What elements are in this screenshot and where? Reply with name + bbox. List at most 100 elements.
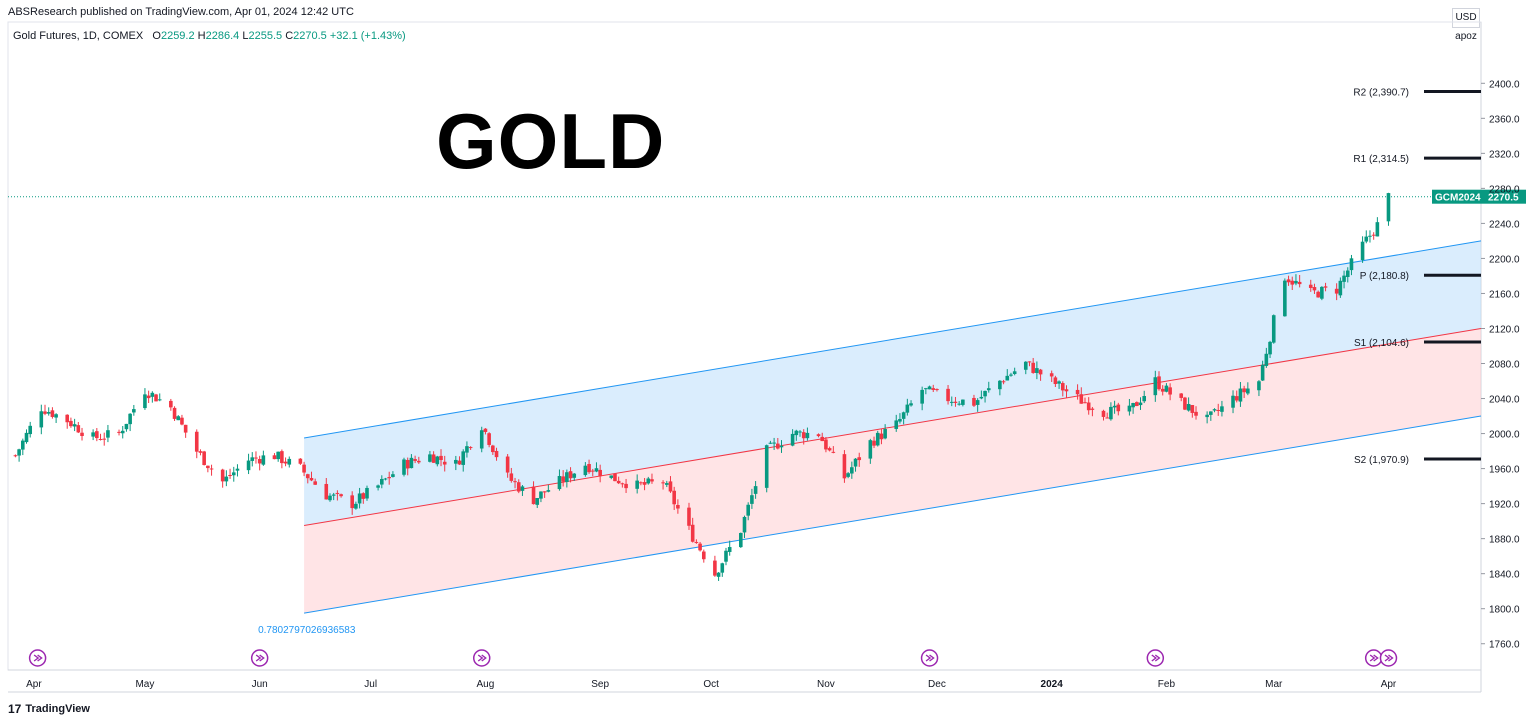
candle-body [779,445,784,448]
candle-body [505,456,510,473]
candle-body [764,445,769,488]
candle-body [587,464,591,473]
candle-body [642,482,647,485]
candle-body [565,472,569,482]
candle-body [46,412,51,414]
candle-body [935,389,939,391]
candle-body [246,460,251,471]
candle-body [694,541,699,543]
candle-body [1035,368,1039,373]
candle-body [639,482,643,484]
candle-body [1112,405,1117,408]
candle-body [442,461,447,465]
candle-body [1371,234,1376,236]
candle-body [428,454,432,462]
candle-body [753,486,758,494]
event-marker-arrows [255,654,265,662]
candle-body [468,447,473,449]
candle-body [931,388,936,390]
candle-body [1220,406,1224,412]
candle-body [957,403,961,405]
candle-body [65,414,70,423]
candle-body [202,451,206,466]
candle-body [28,425,33,435]
symbol-name: Gold Futures, 1D, COMEX [13,30,144,42]
candle-body [1205,414,1209,418]
pivot-label-r2: R2 (2,390.7) [1353,87,1409,98]
candle-body [328,495,332,501]
candle-body [250,457,255,461]
candle-body [1264,353,1269,366]
candle-body [650,479,654,482]
currency-label[interactable]: USD [1452,8,1480,28]
pivot-label-s1: S1 (2,104.6) [1354,338,1409,349]
y-tick-label: 1880.0 [1489,535,1520,546]
candle-body [1142,396,1147,402]
open-label: O [152,30,161,42]
candles-group [13,192,1391,581]
candle-body [132,409,136,413]
candle-body [776,443,780,449]
candle-body [1135,402,1139,407]
candle-body [24,432,29,443]
candle-body [831,451,836,453]
event-marker-icon[interactable] [1146,649,1165,667]
event-marker-icon[interactable] [1364,649,1383,667]
candle-body [43,411,47,414]
candle-body [339,494,343,497]
candle-body [539,491,543,499]
candle-body [986,388,991,391]
y-tick-label: 2200.0 [1489,254,1520,265]
candle-body [1157,376,1161,390]
candle-body [946,388,950,402]
candle-body [417,460,421,463]
candle-body [1342,275,1346,282]
candle-body [1345,270,1350,278]
candle-body [413,459,417,461]
candle-body [1131,403,1135,408]
candle-body [1031,362,1035,373]
candle-body [998,380,1002,390]
event-marker-icon[interactable] [920,649,939,667]
x-tick-label: Aug [477,679,495,690]
candle-body [335,492,340,494]
currency-selector[interactable]: USD apoz [1452,8,1480,46]
candle-body [613,473,617,482]
event-marker-icon[interactable] [472,649,491,667]
candle-body [1338,280,1343,296]
candle-body [1105,417,1109,419]
candle-body [1023,361,1028,370]
candle-body [50,410,55,417]
candle-body [479,430,484,449]
candle-body [283,461,288,464]
candle-body [516,482,521,492]
channel-lower-line [303,415,1482,614]
candle-body [979,396,984,399]
candle-body [383,478,388,480]
candle-body [676,504,680,509]
candle-body [1209,411,1213,415]
candle-body [1290,280,1295,285]
candle-body [431,454,436,463]
candle-body [727,547,732,552]
x-tick-label: May [135,679,154,690]
event-marker-icon[interactable] [28,649,47,667]
candle-body [772,442,776,444]
candle-body [1005,375,1010,381]
candle-body [1012,371,1017,374]
y-tick-label: 2040.0 [1489,395,1520,406]
candle-body [324,483,329,500]
candle-body [616,480,621,484]
candle-body [875,432,880,446]
event-marker-icon[interactable] [250,649,269,667]
symbol-ohlc-line: Gold Futures, 1D, COMEX O2259.2 H2286.4 … [13,30,406,42]
candle-body [1238,388,1243,402]
channel-lower-fill [304,328,1481,614]
candle-body [69,420,73,427]
event-marker-icon[interactable] [1379,649,1398,667]
y-tick-label: 2280.0 [1489,184,1520,195]
candle-body [664,483,669,485]
x-tick-label: Feb [1158,679,1176,690]
candle-body [457,460,462,465]
